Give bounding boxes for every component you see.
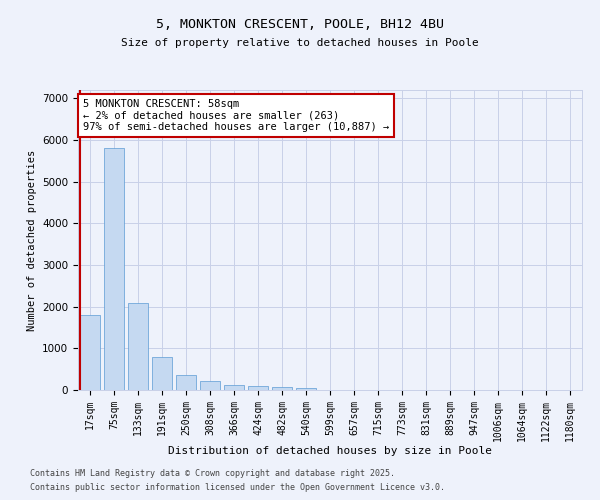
- Bar: [80, 315, 100, 390]
- Text: 5 MONKTON CRESCENT: 58sqm
← 2% of detached houses are smaller (263)
97% of semi-: 5 MONKTON CRESCENT: 58sqm ← 2% of detach…: [83, 99, 389, 132]
- Text: Contains public sector information licensed under the Open Government Licence v3: Contains public sector information licen…: [30, 484, 445, 492]
- Text: 5, MONKTON CRESCENT, POOLE, BH12 4BU: 5, MONKTON CRESCENT, POOLE, BH12 4BU: [156, 18, 444, 30]
- X-axis label: Distribution of detached houses by size in Poole: Distribution of detached houses by size …: [168, 446, 492, 456]
- Bar: [104, 148, 124, 390]
- Y-axis label: Number of detached properties: Number of detached properties: [26, 150, 37, 330]
- Bar: [296, 388, 316, 390]
- Bar: [224, 384, 244, 390]
- Bar: [176, 375, 196, 390]
- Bar: [248, 386, 268, 390]
- Text: Size of property relative to detached houses in Poole: Size of property relative to detached ho…: [121, 38, 479, 48]
- Bar: [272, 386, 292, 390]
- Bar: [152, 356, 172, 390]
- Bar: [128, 302, 148, 390]
- Bar: [200, 381, 220, 390]
- Text: Contains HM Land Registry data © Crown copyright and database right 2025.: Contains HM Land Registry data © Crown c…: [30, 468, 395, 477]
